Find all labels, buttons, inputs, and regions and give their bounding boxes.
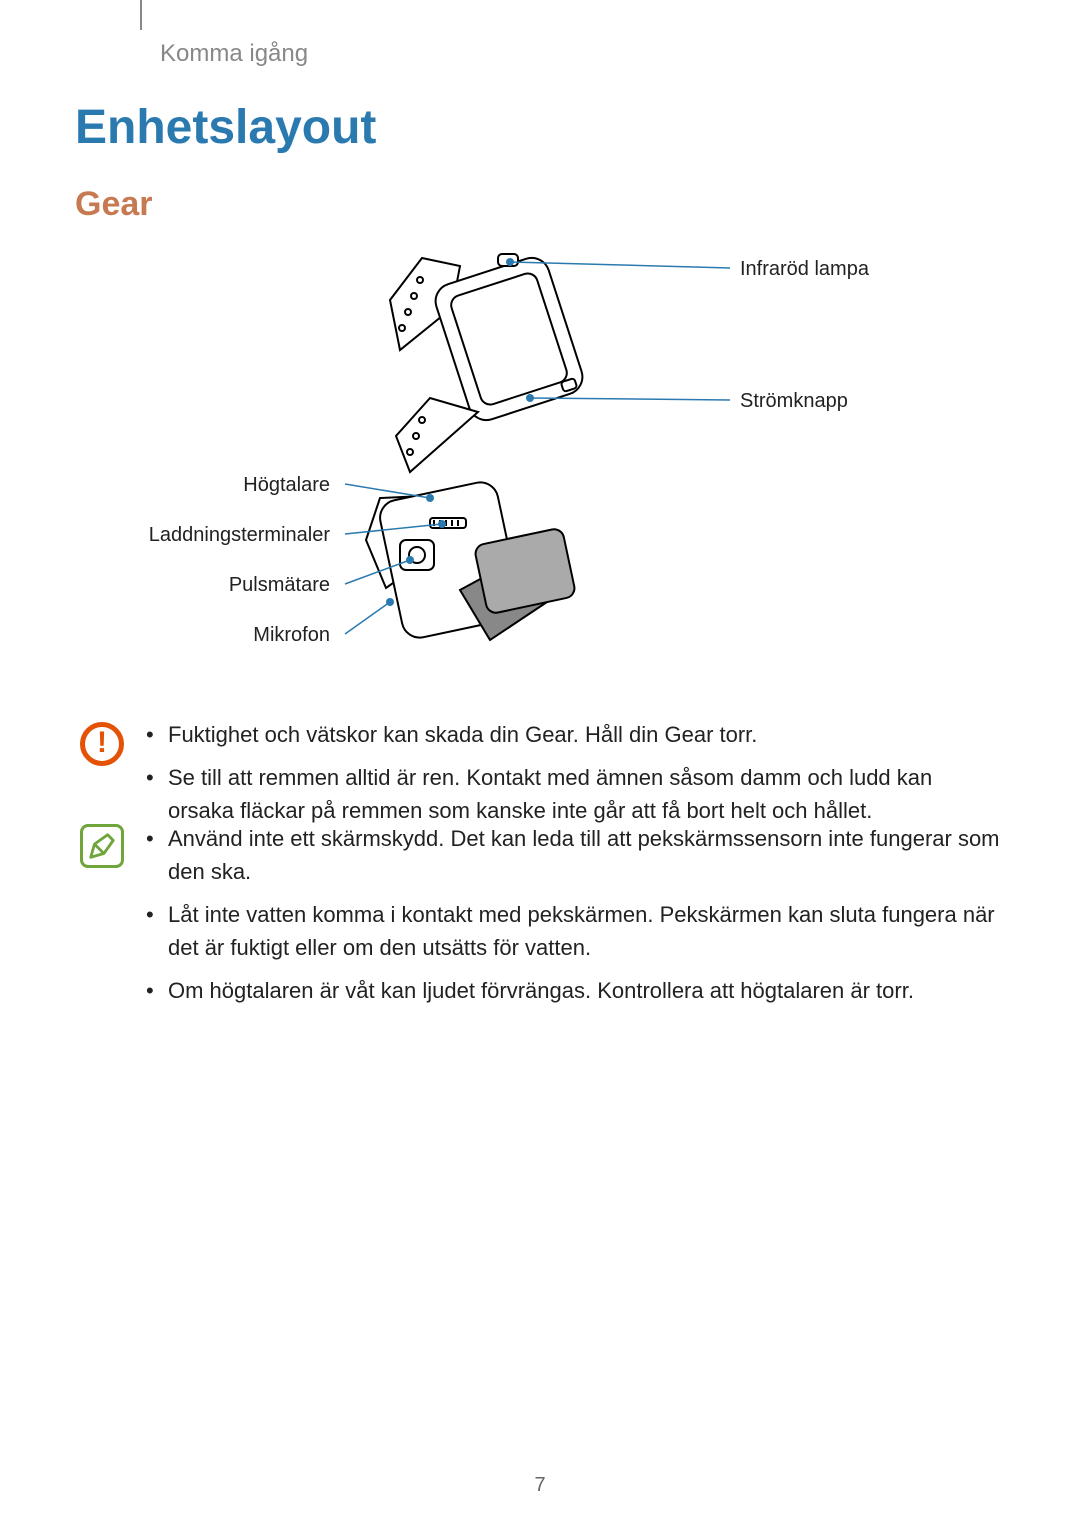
note-item: Om högtalaren är våt kan ljudet förvräng… [140, 974, 1000, 1007]
warning-item: Se till att remmen alltid är ren. Kontak… [140, 761, 1000, 827]
breadcrumb: Komma igång [160, 40, 308, 68]
section-title: Gear [75, 185, 153, 224]
note-list: Använd inte ett skärmskydd. Det kan leda… [140, 822, 1000, 1017]
warning-item: Fuktighet och vätskor kan skada din Gear… [140, 718, 1000, 751]
page-number: 7 [0, 1474, 1080, 1497]
header-rule [140, 0, 142, 30]
warning-list: Fuktighet och vätskor kan skada din Gear… [140, 718, 1000, 837]
device-diagram: Infraröd lampaStrömknappHögtalareLaddnin… [160, 240, 940, 680]
note-item: Använd inte ett skärmskydd. Det kan leda… [140, 822, 1000, 888]
warning-icon: ! [80, 722, 124, 766]
exclamation-icon: ! [97, 728, 107, 758]
callout-label: Strömknapp [740, 390, 848, 413]
callout-label: Mikrofon [253, 624, 330, 647]
callout-label: Laddningsterminaler [149, 524, 330, 547]
callout-label: Pulsmätare [229, 574, 330, 597]
callout-label: Infraröd lampa [740, 258, 869, 281]
note-icon [80, 824, 124, 868]
note-item: Låt inte vatten komma i kontakt med peks… [140, 898, 1000, 964]
callout-label: Högtalare [243, 474, 330, 497]
device-svg [160, 240, 940, 680]
page-title: Enhetslayout [75, 100, 376, 155]
page: Komma igång Enhetslayout Gear [0, 0, 1080, 1527]
